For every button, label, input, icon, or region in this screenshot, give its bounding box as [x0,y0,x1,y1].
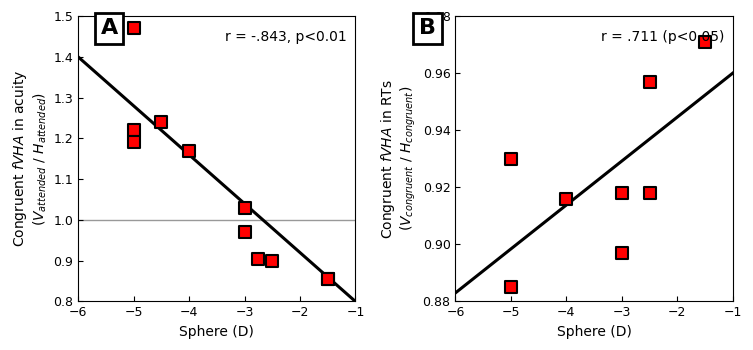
X-axis label: Sphere (D): Sphere (D) [556,325,632,339]
Point [644,79,656,85]
Point [239,205,251,210]
Point [267,258,279,264]
Point [699,39,711,44]
Text: r = -.843, p<0.01: r = -.843, p<0.01 [225,30,347,44]
Point [616,250,628,256]
Point [239,229,251,235]
Point [322,276,334,282]
Point [560,196,572,202]
Point [644,190,656,196]
Y-axis label: Congruent $fVHA$ in acuity
$(V_{attended}$ / $H_{attended})$: Congruent $fVHA$ in acuity $(V_{attended… [11,70,49,247]
Point [322,276,334,282]
Point [252,256,264,261]
X-axis label: Sphere (D): Sphere (D) [179,325,255,339]
Point [505,156,517,162]
Point [616,190,628,196]
Point [155,119,167,125]
Text: r = .711 (p<0.05): r = .711 (p<0.05) [601,30,724,44]
Point [127,127,139,133]
Y-axis label: Congruent $fVHA$ in RTs
$(V_{congruent}$ / $H_{congruent})$: Congruent $fVHA$ in RTs $(V_{congruent}$… [379,79,419,239]
Point [127,140,139,145]
Point [127,26,139,31]
Point [505,285,517,290]
Text: B: B [419,19,436,38]
Text: A: A [101,19,117,38]
Point [183,148,195,153]
